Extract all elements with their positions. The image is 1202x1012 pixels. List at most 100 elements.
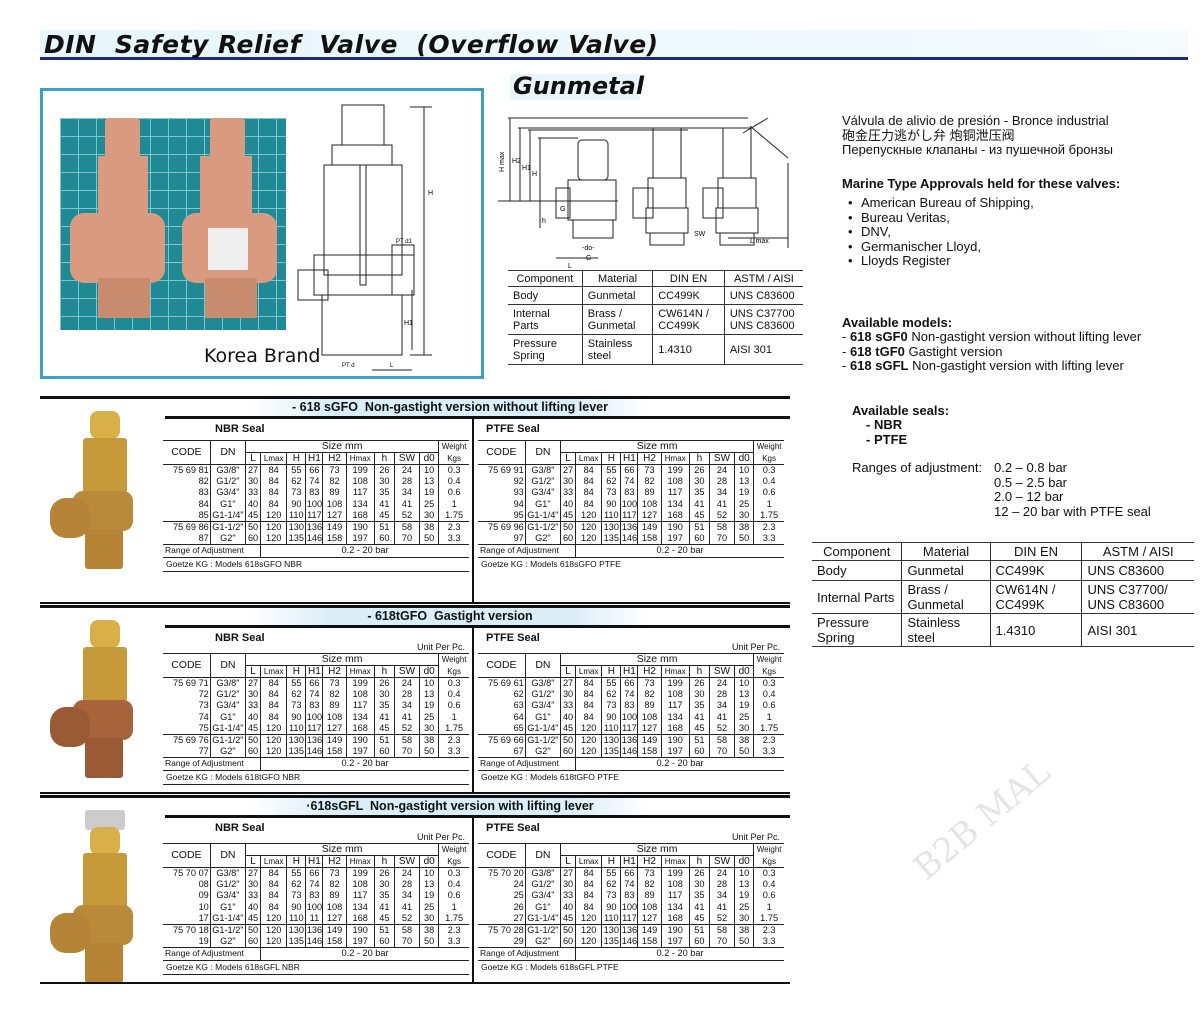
value-cell: 127	[637, 912, 662, 925]
value-cell: G1/2"	[210, 879, 247, 891]
value-cell: 1.75	[760, 912, 779, 923]
value-cell: 10	[734, 867, 755, 879]
column-header: Hmax	[661, 452, 690, 465]
component-header-cell: Component	[508, 270, 583, 287]
value-cell: 120	[575, 509, 603, 522]
value-cell: G3/4"	[525, 487, 562, 499]
value-cell: 41	[394, 498, 421, 510]
bullet-icon: •	[848, 224, 853, 239]
code-cell: 17	[163, 912, 211, 925]
value-cell: 60	[560, 745, 577, 758]
value-cell: G2"	[210, 745, 247, 758]
value-cell: 60	[245, 935, 262, 948]
component-cell: 1.4310	[990, 613, 1083, 647]
value-cell: 134	[346, 711, 375, 723]
value-cell: 120	[575, 520, 603, 533]
size-table: CODE DN Size mm Weight L Lmax H H1 H2 Hmax h SW d0 Kg…	[478, 440, 784, 571]
table-row: 75 69 81 G3/8" 27 84 55 66 73 199 26 24 10 0.3	[163, 464, 469, 476]
value-cell: 120	[575, 935, 603, 948]
value-cell: 19	[734, 487, 755, 499]
size-table: CODE DN Size mm Weight L Lmax H H1 H2 Hmax h SW d0 Kg…	[478, 843, 784, 974]
value-cell: 89	[322, 890, 347, 902]
product-shape	[83, 853, 127, 908]
value-cell: 168	[346, 912, 375, 925]
value-cell: 0.6	[447, 700, 461, 711]
table-divider	[472, 625, 474, 793]
component-header-cell: Component	[812, 542, 903, 561]
value-cell: 41	[374, 498, 395, 510]
value-cell: 108	[637, 901, 662, 913]
value-cell: 149	[637, 520, 662, 533]
nbr-table-block: NBR Seal Unit Per Pc. CODE DN Size mm Weight L…	[163, 630, 469, 785]
value-cell: G2"	[210, 532, 247, 545]
value-cell: 3.3	[447, 935, 461, 946]
ranges-list: 0.2 – 0.8 bar 0.5 – 2.5 bar 2.0 – 12 bar 12…	[994, 460, 1151, 519]
table-subheader-row: L Lmax H H1 H2 Hmax h SW d0 Kgs	[163, 452, 469, 465]
value-cell: 26	[374, 464, 395, 476]
column-header: d0	[734, 452, 755, 465]
value-cell: 62	[601, 689, 622, 701]
value-cell: 40	[245, 711, 262, 723]
value-cell: 136	[620, 733, 639, 746]
value-cell: 73	[286, 700, 307, 712]
code-cell: 67	[478, 745, 526, 758]
value-cell: 190	[346, 923, 375, 936]
seal-header: PTFE Seal Unit Per Pc.	[478, 820, 784, 843]
value-cell: 45	[245, 722, 262, 735]
value-cell: 55	[601, 867, 622, 879]
value-cell: G1/2"	[525, 689, 562, 701]
value-cell: G2"	[210, 935, 247, 948]
value-cell: 120	[575, 923, 603, 936]
seal-title: NBR Seal	[215, 822, 265, 834]
table-header-row: CODE DN Size mm Weight	[163, 440, 469, 465]
value-cell: G1-1/2"	[525, 733, 562, 746]
value-cell: 66	[620, 867, 639, 879]
product-shape	[85, 810, 125, 830]
value-cell: G1-1/4"	[210, 722, 247, 735]
value-cell: 10	[419, 867, 440, 879]
column-header: L	[245, 855, 262, 868]
value-cell: 33	[245, 700, 262, 712]
value-cell: 127	[637, 509, 662, 522]
drawing-label-h2: H2	[512, 158, 521, 165]
value-cell: 100	[620, 498, 639, 510]
component-cell: Gunmetal	[582, 286, 654, 305]
component-cell: Pressure Spring	[812, 613, 903, 647]
value-cell: 120	[575, 722, 603, 735]
value-cell: 0.6	[447, 487, 461, 498]
value-cell: 30	[374, 476, 395, 488]
value-cell: 62	[286, 879, 307, 891]
value-cell: 127	[637, 722, 662, 735]
code-cell: 25	[478, 890, 526, 902]
column-header: H2	[322, 665, 347, 678]
component-cell: Body	[508, 286, 583, 305]
value-cell: 24	[709, 867, 736, 879]
table-row: 24 G1/2" 30 84 62 74 82 108 30 28 13 0.4	[478, 879, 784, 891]
column-header: Lmax	[575, 855, 603, 868]
table-divider	[472, 815, 474, 983]
model-code: 618 tGF0	[849, 343, 905, 359]
footer-row: Goetze KG : Models 618tGFO PTFE	[478, 770, 784, 784]
value-cell: 0.3	[762, 868, 776, 878]
approval-item: • Germanischer Lloyd,	[848, 238, 981, 254]
value-cell: G1"	[525, 711, 562, 723]
dn-header: DN	[525, 843, 562, 868]
value-cell: 52	[394, 509, 421, 522]
value-cell: 58	[394, 520, 421, 533]
weight-header: Weight	[438, 843, 469, 856]
value-cell: 41	[709, 711, 736, 723]
value-cell: 84	[260, 677, 288, 689]
value-cell: 1.75	[445, 722, 464, 733]
size-header: Size mm	[560, 440, 755, 453]
weight-unit-header: Kgs	[753, 665, 784, 678]
table-subheader-row: L Lmax H H1 H2 Hmax h SW d0 Kgs	[478, 855, 784, 868]
valve-photo	[60, 118, 286, 330]
value-cell: 1	[766, 901, 772, 912]
value-cell: 149	[637, 733, 662, 746]
value-cell: 84	[260, 498, 288, 510]
value-cell: 158	[322, 532, 347, 545]
drawing-label-l: L	[390, 363, 394, 369]
component-cell: Internal Parts	[812, 580, 903, 614]
value-cell: 0.4	[762, 476, 776, 487]
section-rule	[40, 605, 790, 608]
